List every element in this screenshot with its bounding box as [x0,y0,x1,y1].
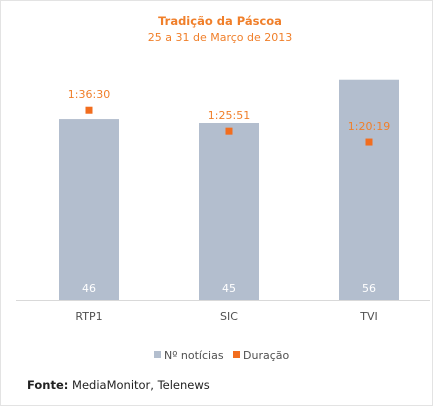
source-label: Fonte: [27,378,69,392]
category-label: SIC [220,310,238,323]
chart-subtitle: 25 a 31 de Março de 2013 [148,31,293,44]
bar-tvi [339,79,399,300]
legend-swatch-point [233,351,240,358]
duration-point-tvi [365,138,373,146]
source-text: MediaMonitor, Telenews [68,378,210,392]
duration-label: 1:36:30 [68,88,110,101]
legend-label-point: Duração [243,349,289,362]
legend-swatch-bar [154,351,161,358]
category-label: TVI [359,310,378,323]
bar-sic [199,123,259,300]
bar-value-label: 46 [82,282,96,295]
legend: Nº notícias Duração [154,349,289,362]
bar-value-label: 45 [222,282,236,295]
duration-point-rtp1 [85,106,93,114]
category-label: RTP1 [75,310,102,323]
legend-label-bar: Nº notícias [164,349,224,362]
duration-label: 1:25:51 [208,109,250,122]
duration-label: 1:20:19 [348,120,390,133]
plot-area: 46 1:36:30 RTP1 45 1:25:51 SIC 56 1:20:19 TVI [16,79,430,323]
chart-title: Tradição da Páscoa [158,14,282,28]
source-note: Fonte: MediaMonitor, Telenews [27,378,210,392]
bar-value-label: 56 [362,282,376,295]
duration-point-sic [225,127,233,135]
bar-rtp1 [59,119,119,300]
